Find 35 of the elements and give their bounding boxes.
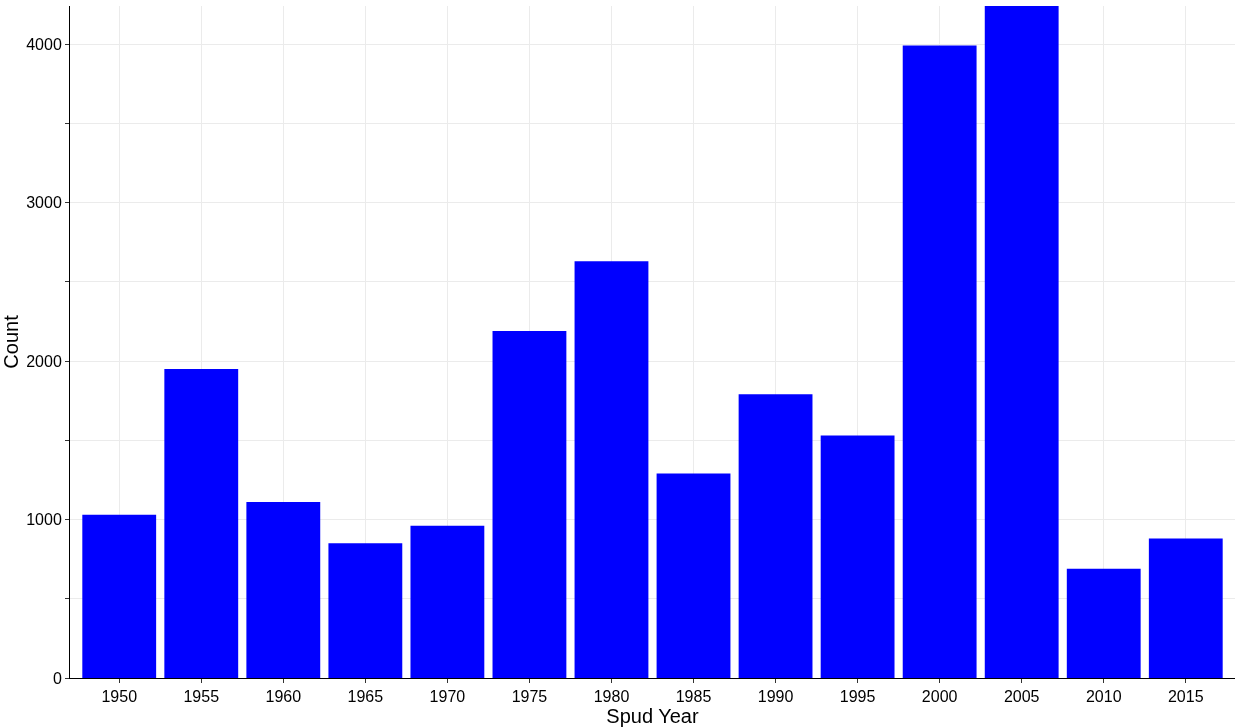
x-tick-label: 1955 <box>183 688 220 706</box>
x-axis-title: Spud Year <box>606 705 699 727</box>
y-tick-label: 2000 <box>26 352 62 370</box>
bar <box>82 514 157 678</box>
bar <box>656 473 731 678</box>
x-tick-label: 2015 <box>1167 688 1204 706</box>
bar <box>246 502 321 678</box>
bar <box>410 525 485 678</box>
x-tick-label: 1980 <box>593 688 630 706</box>
x-tick-label: 1970 <box>429 688 466 706</box>
bar <box>1066 568 1141 678</box>
bar <box>492 330 567 678</box>
bar <box>984 6 1059 678</box>
x-tick-label: 1975 <box>511 688 548 706</box>
y-tick-label: 4000 <box>26 35 62 53</box>
bar <box>738 394 813 678</box>
x-tick-label: 1950 <box>101 688 138 706</box>
y-tick-label: 3000 <box>26 194 62 212</box>
bar <box>820 435 895 678</box>
x-tick-label: 2005 <box>1003 688 1040 706</box>
x-tick-label: 1990 <box>757 688 794 706</box>
bar <box>164 368 239 678</box>
x-tick-label: 1960 <box>265 688 302 706</box>
bar <box>1148 538 1223 678</box>
x-tick-label: 1995 <box>839 688 876 706</box>
x-tick-label: 1985 <box>675 688 712 706</box>
y-axis-title: Count <box>0 314 22 369</box>
y-tick-label: 0 <box>52 669 62 687</box>
y-tick-label: 1000 <box>26 511 62 529</box>
x-tick-label: 1965 <box>347 688 384 706</box>
bar <box>902 45 977 678</box>
x-tick-label: 2010 <box>1085 688 1122 706</box>
bar <box>328 543 403 678</box>
bar <box>574 261 649 678</box>
x-tick-label: 2000 <box>921 688 958 706</box>
